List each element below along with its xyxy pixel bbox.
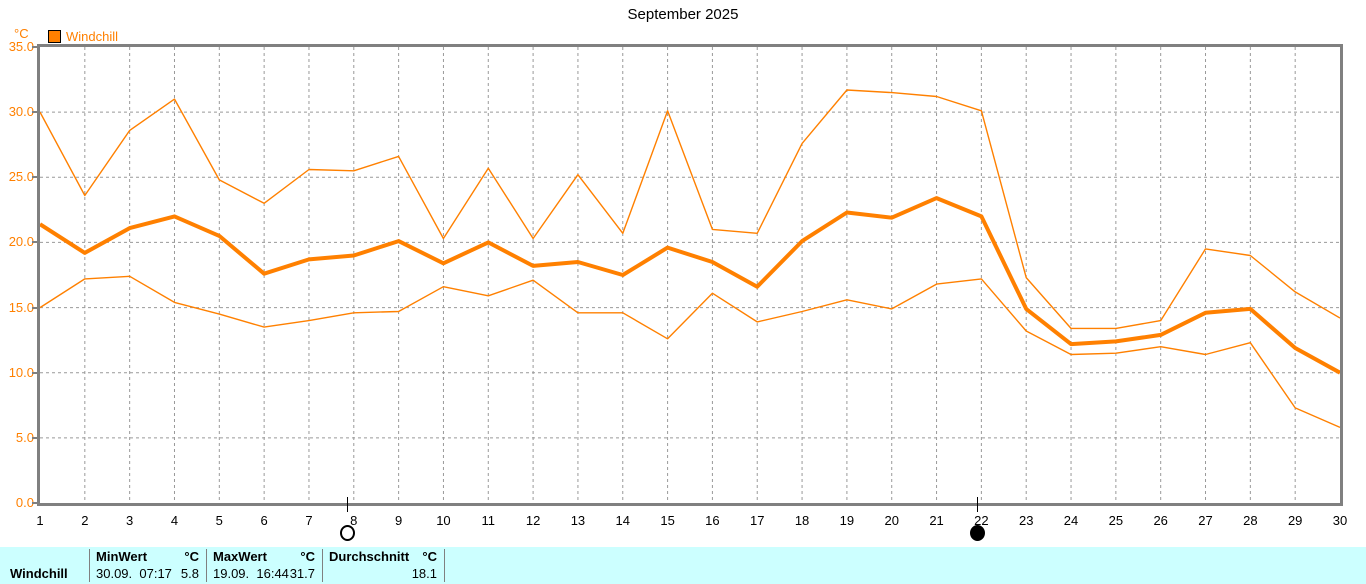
series-line-windchill-daily-min bbox=[40, 275, 1340, 429]
y-axis-tick bbox=[32, 306, 38, 309]
y-axis-tick-label: 20.0 bbox=[8, 234, 34, 250]
x-axis-day-label: 2 bbox=[81, 513, 89, 528]
x-axis-day-label: 20 bbox=[884, 513, 899, 528]
durchschnitt-unit: °C bbox=[422, 548, 437, 564]
x-axis-day-label: 25 bbox=[1108, 513, 1124, 528]
x-axis-day-label: 14 bbox=[615, 513, 630, 528]
table-divider bbox=[89, 549, 90, 582]
y-axis-tick bbox=[32, 241, 38, 244]
x-axis-day-label: 29 bbox=[1287, 513, 1303, 528]
x-axis-day-label: 21 bbox=[929, 513, 944, 528]
statistics-table: MinWert °C MaxWert °C Durchschnitt °C Wi… bbox=[0, 547, 1366, 584]
chart-plot-area bbox=[40, 47, 1340, 503]
full-moon-tick bbox=[347, 497, 349, 512]
full-moon-icon bbox=[340, 525, 356, 541]
x-axis-day-label: 17 bbox=[750, 513, 765, 528]
table-divider bbox=[322, 549, 323, 582]
x-axis-day-label: 12 bbox=[525, 513, 541, 528]
y-axis-tick bbox=[32, 46, 38, 48]
series-line-windchill-daily-max bbox=[40, 89, 1340, 330]
minwert-datetime: 30.09. 07:17 bbox=[96, 565, 172, 581]
minwert-header: MinWert bbox=[96, 548, 148, 564]
maxwert-header-cell: MaxWert °C bbox=[207, 547, 321, 565]
new-moon-icon bbox=[969, 525, 985, 541]
x-axis-day-label: 7 bbox=[305, 513, 313, 528]
x-axis-day-label: 10 bbox=[436, 513, 451, 528]
legend-label: Windchill bbox=[66, 29, 119, 44]
y-axis-unit-label: °C bbox=[14, 26, 29, 41]
durchschnitt-value-cell: 18.1 bbox=[323, 564, 443, 582]
x-axis-day-label: 16 bbox=[705, 513, 720, 528]
new-moon-tick bbox=[976, 497, 978, 512]
y-axis-tick bbox=[32, 176, 38, 179]
x-axis-day-label: 23 bbox=[1018, 513, 1034, 528]
legend: Windchill bbox=[48, 29, 118, 44]
y-axis-tick-label: 10.0 bbox=[8, 364, 34, 380]
durchschnitt-header-cell: Durchschnitt °C bbox=[323, 547, 443, 565]
y-axis-tick bbox=[32, 111, 38, 114]
maxwert-value: 31.7 bbox=[289, 565, 315, 581]
x-axis-day-label: 28 bbox=[1243, 513, 1258, 528]
y-axis-tick-label: 5.0 bbox=[15, 429, 34, 445]
minwert-unit: °C bbox=[184, 548, 199, 564]
x-axis-day-label: 24 bbox=[1063, 513, 1079, 528]
y-axis-tick-label: 30.0 bbox=[8, 104, 34, 120]
x-axis-day-label: 11 bbox=[481, 513, 496, 528]
table-divider bbox=[206, 549, 207, 582]
x-axis-day-label: 5 bbox=[215, 513, 223, 528]
x-axis-day-label: 3 bbox=[126, 513, 134, 528]
chart-title: September 2025 bbox=[627, 6, 739, 23]
x-axis-day-label: 22 bbox=[974, 513, 989, 528]
y-axis-tick-label: 35.0 bbox=[8, 39, 34, 54]
series-row-label-cell: Windchill bbox=[4, 564, 88, 582]
series-row-label: Windchill bbox=[10, 565, 68, 581]
x-axis-day-label: 6 bbox=[260, 513, 268, 528]
x-axis-day-label: 4 bbox=[170, 513, 179, 528]
table-divider bbox=[444, 549, 445, 582]
minwert-value: 5.8 bbox=[180, 565, 199, 581]
x-axis-day-label: 8 bbox=[350, 513, 358, 528]
x-axis-day-label: 30 bbox=[1332, 513, 1348, 528]
minwert-value-cell: 30.09. 07:17 5.8 bbox=[90, 564, 205, 582]
maxwert-datetime: 19.09. 16:44 bbox=[213, 565, 289, 581]
x-axis-day-label: 18 bbox=[794, 513, 810, 528]
x-axis-day-label: 26 bbox=[1153, 513, 1168, 528]
y-axis-tick bbox=[32, 371, 38, 374]
x-axis-day-label: 9 bbox=[394, 513, 403, 528]
series-line-windchill-daily-average bbox=[40, 196, 1340, 375]
maxwert-unit: °C bbox=[300, 548, 315, 564]
durchschnitt-value: 18.1 bbox=[411, 565, 437, 581]
y-axis-tick-label: 0.0 bbox=[15, 495, 34, 510]
y-axis-tick-label: 15.0 bbox=[8, 299, 34, 315]
x-axis-day-label: 19 bbox=[839, 513, 855, 528]
durchschnitt-header: Durchschnitt bbox=[329, 548, 410, 564]
x-axis-day-label: 13 bbox=[570, 513, 586, 528]
y-axis-tick bbox=[32, 436, 38, 439]
x-axis-day-label: 27 bbox=[1198, 513, 1213, 528]
plot-frame bbox=[37, 44, 1343, 506]
y-axis-tick-label: 25.0 bbox=[8, 169, 34, 185]
minwert-header-cell: MinWert °C bbox=[90, 547, 205, 565]
maxwert-value-cell: 19.09. 16:44 31.7 bbox=[207, 564, 321, 582]
maxwert-header: MaxWert bbox=[213, 548, 267, 564]
windchill-series-swatch-icon bbox=[48, 30, 61, 43]
y-axis-tick bbox=[32, 502, 38, 504]
x-axis-day-label: 15 bbox=[660, 513, 675, 528]
x-axis-day-label: 1 bbox=[36, 513, 44, 528]
